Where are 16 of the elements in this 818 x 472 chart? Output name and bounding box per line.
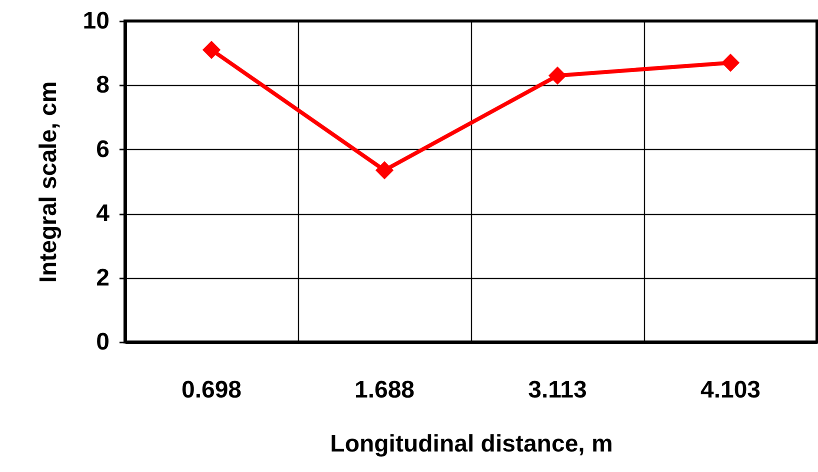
point xyxy=(202,40,221,59)
x-tick-label: 0.698 xyxy=(181,376,242,404)
y-tick-label: 10 xyxy=(82,8,110,34)
x-axis-title: Longitudinal distance, m xyxy=(330,430,613,458)
x-tick-label: 1.688 xyxy=(354,376,415,404)
y-tick-label: 2 xyxy=(96,264,110,292)
y-tick-label: 6 xyxy=(96,136,110,163)
y-tick-label: 0 xyxy=(96,328,110,356)
x-tick-label: 3.113 xyxy=(528,376,587,404)
y-tick-label: 4 xyxy=(96,200,110,228)
y-axis-title: Integral scale, cm xyxy=(34,81,62,283)
point xyxy=(375,161,394,180)
y-tick-label: 8 xyxy=(96,72,110,99)
x-tick-label: 4.103 xyxy=(700,376,761,404)
point xyxy=(721,54,740,72)
point xyxy=(548,66,567,85)
